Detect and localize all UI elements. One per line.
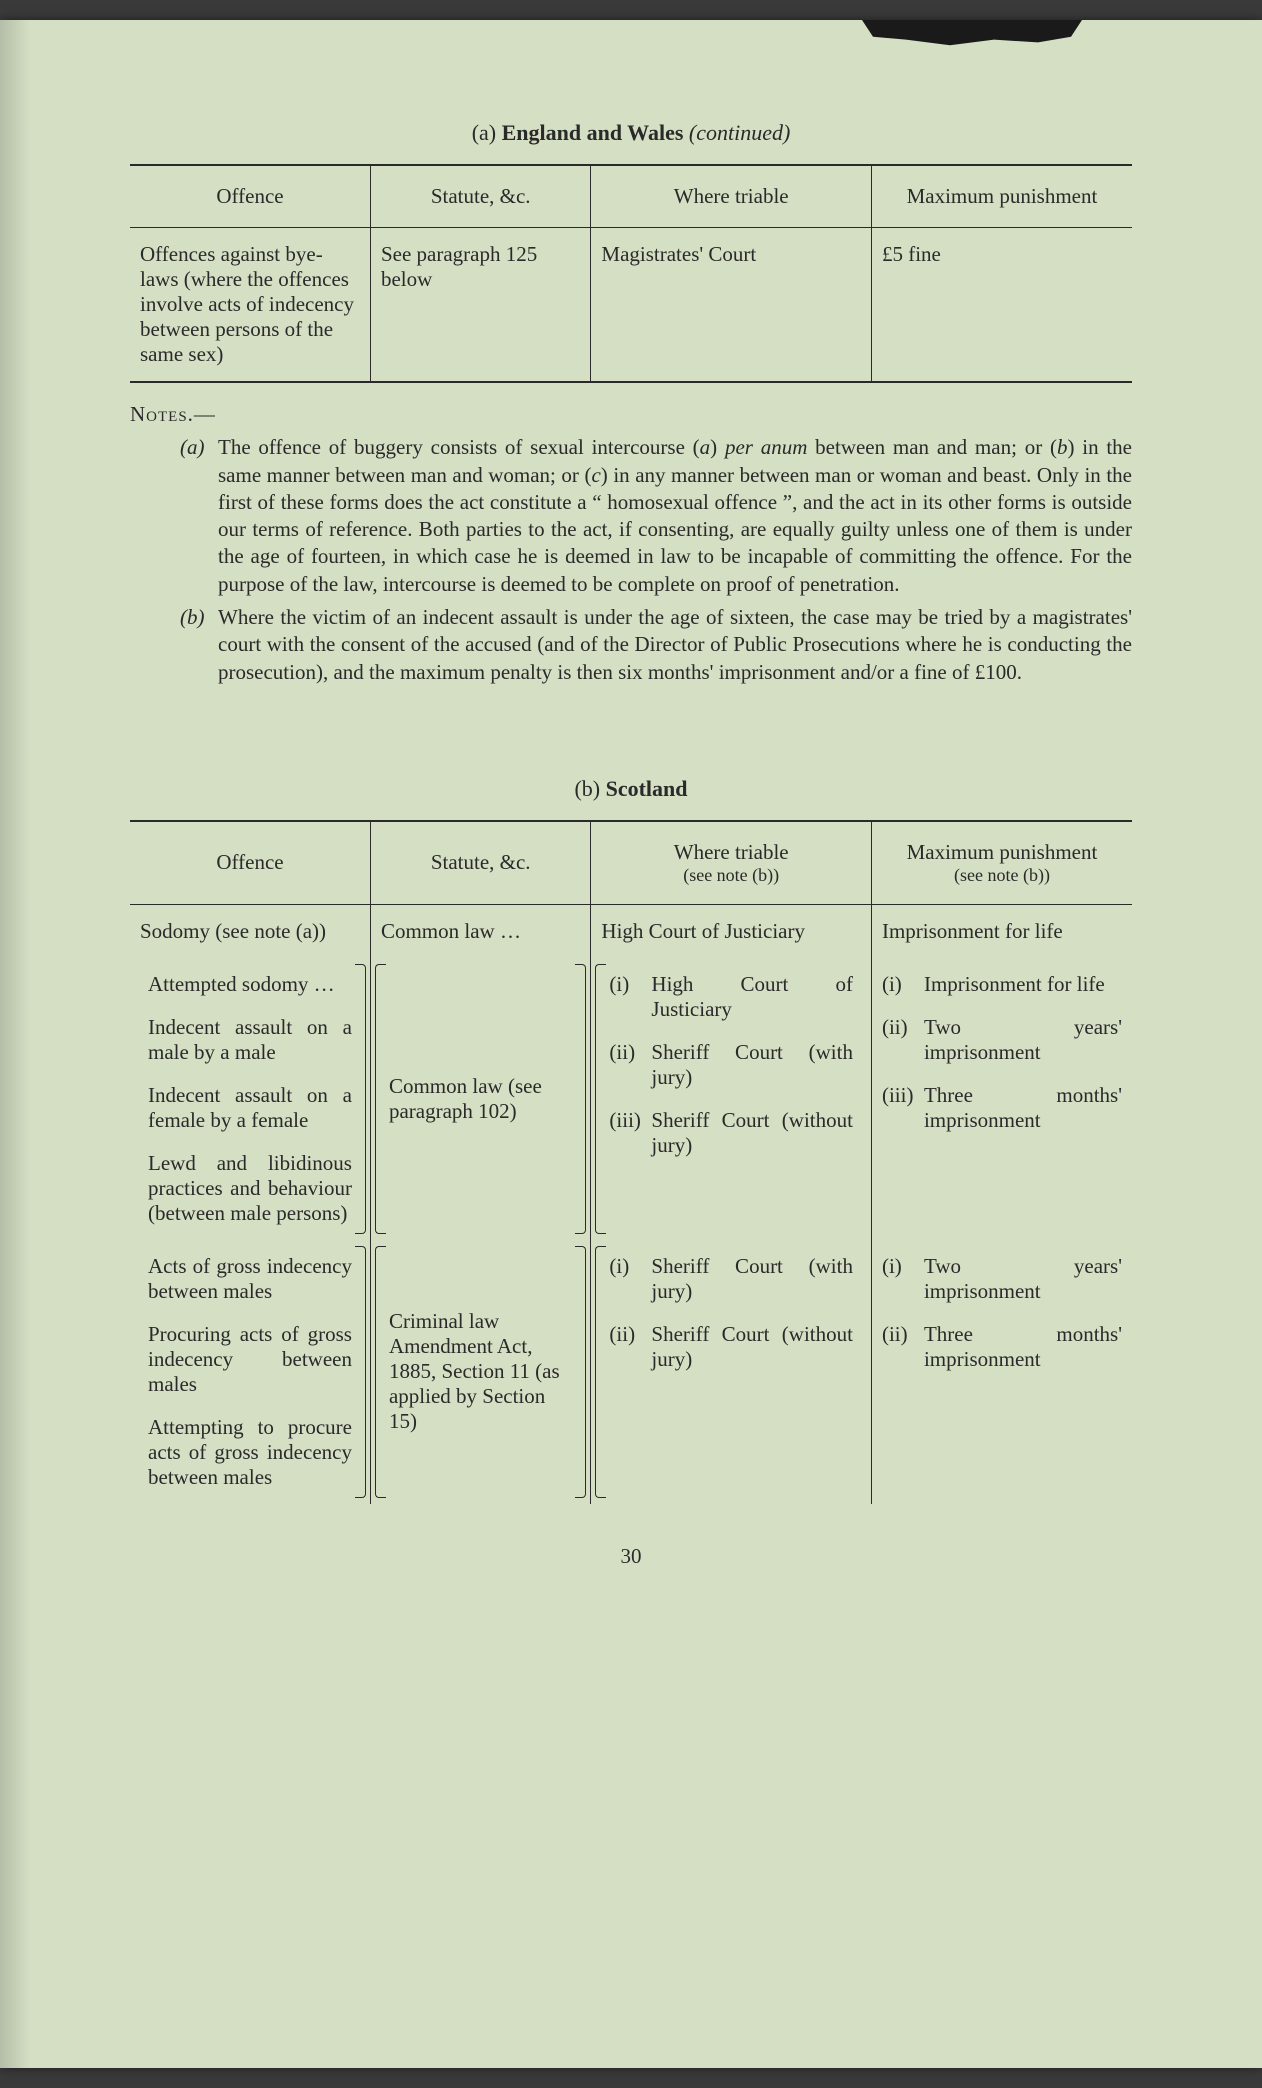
row-group-criminal-law: Acts of gross indecency between males Pr…: [130, 1240, 1132, 1504]
col-b-offence: Offence: [130, 821, 370, 905]
g2-p2-n: (iii): [882, 1083, 918, 1108]
cell-offence: Offences against bye-laws (where the off…: [130, 228, 370, 383]
g2-p2-t: Three months' imprisonment: [924, 1083, 1122, 1133]
g2-w1-n: (ii): [609, 1040, 645, 1065]
note-a-marker: (a): [180, 434, 218, 598]
g3-off-0: Acts of gross indecency between males: [148, 1254, 352, 1304]
section-b-title: (b) Scotland: [130, 776, 1132, 802]
group3-punishment: (i)Two years' imprisonment (ii)Three mon…: [871, 1240, 1132, 1504]
section-a-prefix: (a): [472, 120, 502, 145]
cell-sodomy-statute: Common law …: [370, 904, 590, 958]
note-a-seg2: ): [710, 435, 725, 459]
col-statute: Statute, &c.: [370, 165, 590, 228]
table-a-row: Offences against bye-laws (where the off…: [130, 228, 1132, 383]
col-where: Where triable: [591, 165, 872, 228]
g3-w1-t: Sheriff Court (without jury): [651, 1322, 853, 1372]
table-england-wales: Offence Statute, &c. Where triable Maxim…: [130, 164, 1132, 383]
g2-w0-n: (i): [609, 972, 645, 997]
note-a: (a) The offence of buggery consists of s…: [130, 434, 1132, 598]
g3-off-2: Attempting to procure acts of gross inde…: [148, 1415, 352, 1490]
spacer: [130, 686, 1132, 776]
section-a-italic: (continued): [689, 120, 790, 145]
cell-punishment: £5 fine: [871, 228, 1132, 383]
group3-offences: Acts of gross indecency between males Pr…: [130, 1240, 370, 1504]
note-a-ital1: a: [700, 435, 711, 459]
col-b-statute: Statute, &c.: [370, 821, 590, 905]
page-tear-artifact: [862, 20, 1082, 48]
note-a-text: The offence of buggery consists of sexua…: [218, 434, 1132, 598]
cell-sodomy-where: High Court of Justiciary: [591, 904, 872, 958]
col-b-where-l1: Where triable: [601, 840, 861, 865]
document-page: (a) England and Wales (continued) Offenc…: [0, 20, 1262, 2068]
note-a-ital3: b: [1057, 435, 1068, 459]
sodomy-where-txt: High Court of Justiciary: [601, 919, 805, 944]
note-b-text: Where the victim of an indecent assault …: [218, 604, 1132, 686]
note-b-marker: (b): [180, 604, 218, 686]
section-b-prefix: (b): [574, 776, 605, 801]
note-a-seg1: The offence of buggery consists of sexua…: [218, 435, 700, 459]
page-number: 30: [130, 1544, 1132, 1569]
g3-off-1: Procuring acts of gross indecency betwee…: [148, 1322, 352, 1397]
g2-w0-t: High Court of Justiciary: [651, 972, 853, 1022]
g3-p1-t: Three months' imprisonment: [924, 1322, 1122, 1372]
g2-p1-n: (ii): [882, 1015, 918, 1040]
g2-p1-t: Two years' imprisonment: [924, 1015, 1122, 1065]
col-b-where-l2: (see note (b)): [601, 865, 861, 886]
group2-offences: Attempted sodomy … Indecent assault on a…: [130, 958, 370, 1240]
g2-p0-n: (i): [882, 972, 918, 997]
g3-w1-n: (ii): [609, 1322, 645, 1347]
table-scotland: Offence Statute, &c. Where triable (see …: [130, 820, 1132, 1504]
g2-p0-t: Imprisonment for life: [924, 972, 1122, 997]
g2-off-1: Indecent assault on a male by a male: [148, 1015, 352, 1065]
col-b-punishment: Maximum punishment (see note (b)): [871, 821, 1132, 905]
note-a-ital4: c: [591, 463, 600, 487]
cell-statute: See paragraph 125 below: [370, 228, 590, 383]
group3-statute: Criminal law Amendment Act, 1885, Sectio…: [370, 1240, 590, 1504]
col-punishment: Maximum punishment: [871, 165, 1132, 228]
row-sodomy: Sodomy (see note (a)) Common law … High …: [130, 904, 1132, 958]
col-b-pun-l1: Maximum punishment: [882, 840, 1122, 865]
cell-sodomy-offence: Sodomy (see note (a)): [130, 904, 370, 958]
section-a-bold: England and Wales: [502, 120, 689, 145]
col-b-where: Where triable (see note (b)): [591, 821, 872, 905]
table-b-header-row: Offence Statute, &c. Where triable (see …: [130, 821, 1132, 905]
row-group-common-law: Attempted sodomy … Indecent assault on a…: [130, 958, 1132, 1240]
col-offence: Offence: [130, 165, 370, 228]
g3-w0-t: Sheriff Court (with jury): [651, 1254, 853, 1304]
note-a-ital2: per anum: [725, 435, 807, 459]
notes-block: Notes.— (a) The offence of buggery consi…: [130, 401, 1132, 686]
g3-p1-n: (ii): [882, 1322, 918, 1347]
g3-p0-n: (i): [882, 1254, 918, 1279]
g3-p0-t: Two years' imprisonment: [924, 1254, 1122, 1304]
notes-heading: Notes.—: [130, 402, 216, 426]
cell-where: Magistrates' Court: [591, 228, 872, 383]
group2-statute: Common law (see paragraph 102): [370, 958, 590, 1240]
g2-w2-t: Sheriff Court (without jury): [651, 1108, 853, 1158]
table-a-header-row: Offence Statute, &c. Where triable Maxim…: [130, 165, 1132, 228]
note-a-seg3: between man and man; or (: [807, 435, 1057, 459]
g2-off-2: Indecent assault on a female by a female: [148, 1083, 352, 1133]
g2-off-3: Lewd and libidinous practices and behavi…: [148, 1151, 352, 1226]
g2-off-0: Attempted sodomy …: [148, 972, 352, 997]
g3-w0-n: (i): [609, 1254, 645, 1279]
group2-punishment: (i)Imprisonment for life (ii)Two years' …: [871, 958, 1132, 1240]
section-a-title: (a) England and Wales (continued): [130, 120, 1132, 146]
cell-sodomy-punishment: Imprisonment for life: [871, 904, 1132, 958]
col-b-pun-l2: (see note (b)): [882, 865, 1122, 886]
section-b-bold: Scotland: [606, 776, 688, 801]
group3-where: (i)Sheriff Court (with jury) (ii)Sheriff…: [591, 1240, 872, 1504]
group2-where: (i)High Court of Justiciary (ii)Sheriff …: [591, 958, 872, 1240]
g2-w1-t: Sheriff Court (with jury): [651, 1040, 853, 1090]
note-b: (b) Where the victim of an indecent assa…: [130, 604, 1132, 686]
g2-w2-n: (iii): [609, 1108, 645, 1133]
